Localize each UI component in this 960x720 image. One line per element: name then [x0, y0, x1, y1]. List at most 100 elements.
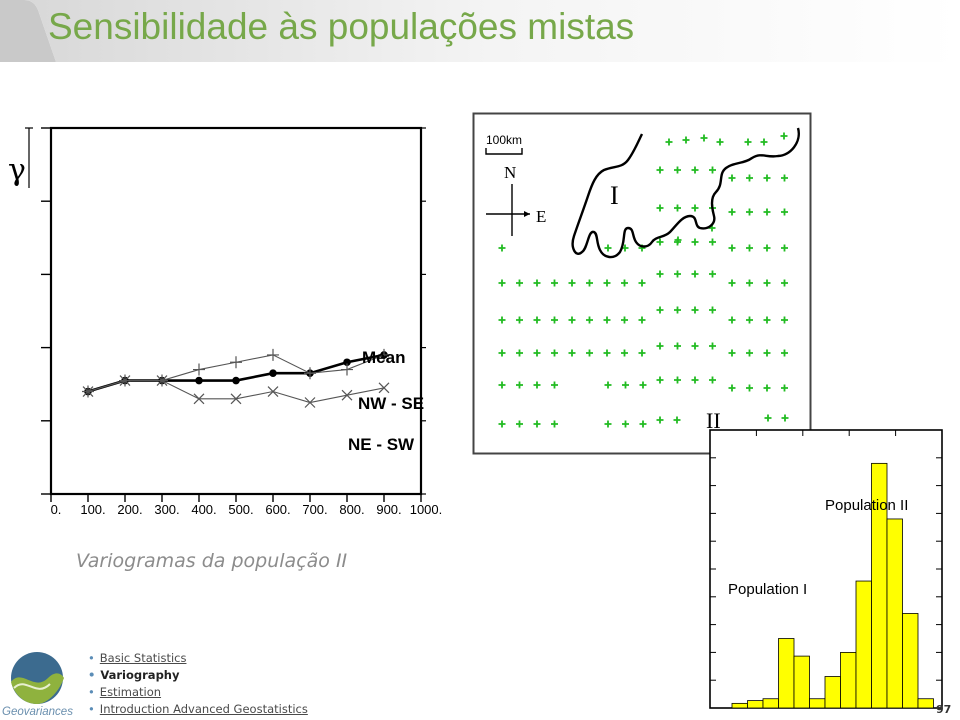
variogram-axes: 0. 100. 200. 300. 400. 500. 600. 700. 800. 900. 10…: [25, 126, 442, 517]
map-sample-points: [498, 132, 789, 428]
x-tick-label: 400.: [191, 502, 216, 517]
sample-point: [709, 166, 716, 174]
sample-point: [638, 279, 646, 287]
histogram-bar: [840, 651, 857, 709]
sample-point: [586, 316, 593, 324]
sample-point: [674, 270, 681, 278]
data-point: [82, 386, 94, 397]
x-tick-label: 700.: [302, 502, 327, 517]
x-tick-label: 100.: [80, 502, 105, 517]
nav-link-basic-statistics[interactable]: Basic Statistics: [99, 651, 187, 665]
sample-point: [498, 420, 506, 428]
sample-point: [638, 316, 646, 324]
x-tick-label: 500.: [228, 502, 253, 517]
nav-item-variography: • Variography: [88, 667, 308, 684]
sample-point: [763, 316, 771, 324]
data-point: [269, 369, 277, 378]
x-tick-label: 600.: [265, 502, 290, 517]
variogram-caption: Variogramas da população II: [76, 550, 348, 572]
sample-point: [586, 349, 593, 357]
histogram-bar: [731, 702, 748, 709]
series-label-3: NE - SW: [348, 435, 415, 454]
sample-point: [746, 174, 753, 182]
histogram-bar: [855, 580, 872, 709]
sample-point: [709, 306, 716, 314]
sample-point: [728, 174, 736, 182]
variogram-labels: γ Mean NW - SE NE - SW: [8, 153, 424, 454]
sample-point: [781, 208, 788, 216]
sample-point: [656, 342, 664, 350]
sample-point: [656, 416, 664, 424]
histogram-bar: [824, 676, 841, 709]
nav-item-basic-statistics[interactable]: • Basic Statistics: [88, 650, 308, 667]
nav-label-variography: Variography: [100, 668, 180, 682]
nav-item-advanced-geostatistics[interactable]: • Introduction Advanced Geostatistics: [88, 701, 308, 718]
sample-point: [700, 134, 708, 142]
sample-point: [533, 349, 541, 357]
sample-point: [709, 270, 716, 278]
sample-point: [744, 138, 752, 146]
sample-point: [621, 279, 628, 287]
data-point: [232, 376, 240, 385]
sample-point: [716, 138, 724, 146]
sample-point: [746, 279, 753, 287]
histogram-bar: [902, 613, 919, 709]
sample-point: [639, 420, 647, 428]
variogram-chart: 0. 100. 200. 300. 400. 500. 600. 700. 800. 900. 10…: [8, 126, 442, 517]
data-point: [193, 363, 205, 376]
sample-point: [568, 316, 576, 324]
x-tick-label: 300.: [154, 502, 179, 517]
x-tick-label: 200.: [117, 502, 142, 517]
data-point: [378, 382, 390, 394]
histogram-bar: [793, 655, 810, 709]
sample-point: [691, 270, 699, 278]
data-point: [267, 386, 279, 397]
nav-item-estimation[interactable]: • Estimation: [88, 684, 308, 701]
sample-point: [498, 244, 506, 252]
nav-link-advanced-geostatistics[interactable]: Introduction Advanced Geostatistics: [99, 702, 308, 716]
section-nav: • Basic Statistics • Variography • Estimati…: [88, 650, 308, 718]
sample-point: [551, 381, 558, 389]
data-point: [230, 356, 242, 369]
nav-link-estimation[interactable]: Estimation: [99, 685, 162, 699]
sample-point: [764, 414, 772, 422]
sample-point: [763, 349, 771, 357]
sample-point: [551, 420, 558, 428]
sample-point: [763, 208, 771, 216]
sample-point: [781, 349, 788, 357]
data-point: [304, 397, 316, 408]
sample-point: [586, 279, 593, 287]
logo-text: Geovariances: [2, 706, 73, 718]
sample-point: [656, 306, 664, 314]
sample-point: [691, 166, 699, 174]
sample-point: [498, 381, 506, 389]
sample-point: [656, 376, 664, 384]
sample-point: [691, 238, 699, 246]
data-point: [343, 358, 351, 367]
data-point: [267, 348, 279, 361]
sample-point: [691, 306, 699, 314]
annotation-population-1: Population I: [728, 581, 807, 598]
sample-point: [603, 279, 611, 287]
sample-point: [674, 166, 681, 174]
sample-point: [498, 349, 506, 357]
data-point: [304, 367, 316, 380]
sample-point: [746, 384, 753, 392]
north-label: N: [504, 163, 516, 182]
sample-point: [674, 306, 681, 314]
bullet-icon: •: [88, 651, 95, 665]
series-3: [82, 375, 390, 408]
sample-point: [746, 208, 753, 216]
histogram-bar: [762, 698, 779, 709]
series-label-2: NW - SE: [358, 394, 424, 413]
sample-point: [673, 416, 681, 424]
sample-point: [516, 420, 523, 428]
scale-label: 100km: [486, 133, 522, 147]
sample-point: [691, 376, 699, 384]
sample-point: [763, 279, 771, 287]
data-point: [341, 363, 353, 376]
bullet-icon: •: [88, 685, 95, 699]
east-label: E: [536, 207, 546, 226]
histogram-bar: [747, 700, 764, 709]
sample-point: [674, 376, 681, 384]
